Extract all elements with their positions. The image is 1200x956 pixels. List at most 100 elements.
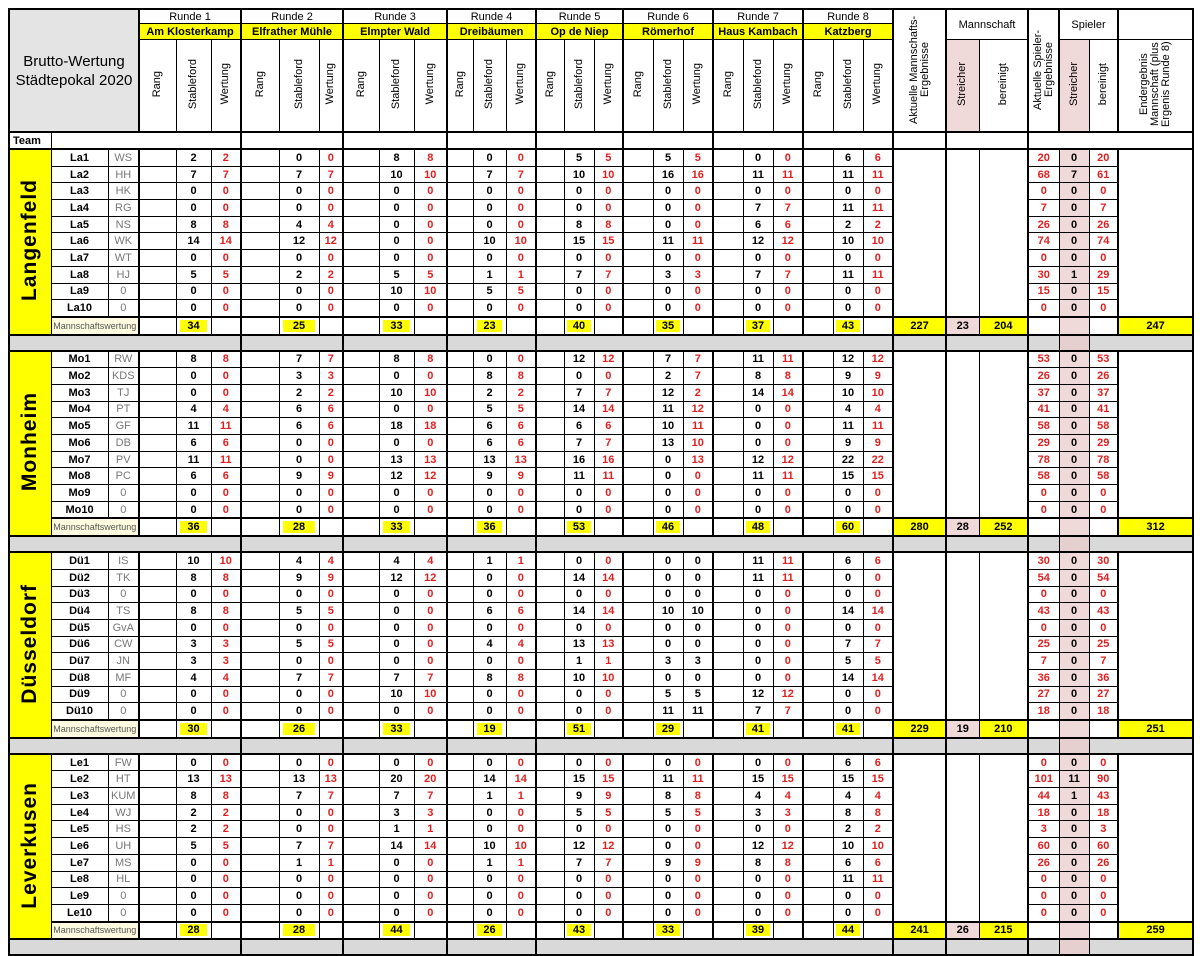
wertung-cell: 13 — [210, 770, 242, 789]
stableford-cell: 0 — [472, 685, 507, 704]
rang-cell — [446, 551, 474, 570]
blank-cell — [772, 920, 804, 940]
rang-header: Rang — [535, 39, 565, 133]
label: Aktuelle Spieler-Ergebnisse — [1031, 28, 1055, 110]
stableford-cell: 5 — [175, 837, 212, 855]
round-total: 36 — [179, 521, 208, 534]
stableford-cell: 0 — [563, 752, 595, 772]
rang-cell — [446, 803, 474, 822]
rang-cell — [535, 232, 565, 251]
player-row: Mo2 KDS 0 0 3 3 0 0 8 8 0 0 2 7 8 8 9 9 26 0 26 — [9, 367, 1193, 385]
player-code: Mo1 — [50, 349, 109, 369]
spieler-streicher-cell: 0 — [1058, 349, 1090, 369]
spieler-aktuell-cell: 41 — [1027, 400, 1060, 419]
spieler-aktuell-cell: 0 — [1027, 618, 1060, 637]
separator — [1027, 333, 1060, 352]
rang-cell — [240, 719, 280, 739]
cell — [240, 131, 344, 150]
wertung-cell: 0 — [210, 685, 242, 704]
stableford-cell: 0 — [175, 618, 212, 637]
stableford-cell: 0 — [472, 903, 507, 923]
label: Wertung — [781, 63, 794, 105]
player-initials: HT — [107, 770, 140, 789]
stableford-cell: 9 — [652, 853, 684, 872]
wertung-cell: 5 — [593, 803, 624, 822]
rang-cell — [535, 165, 565, 184]
separator — [342, 736, 448, 755]
player-code: La2 — [50, 165, 109, 184]
rang-cell — [342, 517, 380, 537]
player-code: Le6 — [50, 837, 109, 855]
wertung-cell: 5 — [413, 265, 448, 284]
wertung-cell: 0 — [210, 484, 242, 502]
player-code: Mo5 — [50, 417, 109, 435]
player-code: Le7 — [50, 853, 109, 872]
stableford-cell: 14 — [378, 837, 415, 855]
rang-cell — [138, 618, 177, 637]
wertung-cell: 12 — [593, 349, 624, 369]
stableford-cell: 7 — [742, 199, 774, 217]
spieler-streicher-cell: 0 — [1058, 282, 1090, 301]
wertung-cell: 0 — [210, 249, 242, 267]
wertung-cell: 8 — [210, 349, 242, 369]
stableford-cell: 0 — [742, 820, 774, 839]
wertung-cell: 12 — [772, 837, 804, 855]
wertung-cell: 6 — [505, 434, 537, 452]
stableford-cell: 12 — [378, 467, 415, 486]
rang-cell — [446, 215, 474, 234]
stableford-cell: 4 — [472, 635, 507, 654]
rang-cell — [240, 668, 280, 687]
rang-cell — [802, 383, 834, 402]
wertung-cell: 9 — [862, 367, 894, 385]
round-total-cell: 36 — [472, 517, 507, 537]
round-total: 35 — [656, 319, 680, 332]
wertung-cell: 10 — [862, 837, 894, 855]
wertung-cell: 2 — [210, 820, 242, 839]
player-initials: PV — [107, 450, 140, 469]
stableford-header: Stableford — [742, 39, 774, 133]
wertung-cell: 0 — [862, 568, 894, 587]
spieler-streicher-cell: 0 — [1058, 199, 1090, 217]
round-total: 33 — [382, 722, 411, 735]
rang-cell — [240, 265, 280, 284]
wertung-cell: 10 — [413, 685, 448, 704]
player-initials: PT — [107, 400, 140, 419]
rang-cell — [240, 585, 280, 604]
stableford-cell: 7 — [278, 165, 320, 184]
mannschaft-bereinigt-cell — [978, 551, 1029, 721]
rang-cell — [535, 602, 565, 620]
wertung-cell: 1 — [593, 652, 624, 670]
rang-cell — [712, 165, 744, 184]
rang-cell — [342, 820, 380, 839]
wertung-cell: 0 — [318, 199, 344, 217]
wertung-cell: 0 — [772, 870, 804, 889]
rang-cell — [712, 903, 744, 923]
spieler-streicher-cell: 0 — [1058, 887, 1090, 905]
wertung-cell: 0 — [862, 500, 894, 519]
player-initials: TJ — [107, 383, 140, 402]
player-code: Le2 — [50, 770, 109, 789]
wertung-cell: 10 — [682, 602, 714, 620]
stableford-cell: 0 — [378, 434, 415, 452]
wertung-cell: 0 — [682, 618, 714, 637]
wertung-cell: 14 — [413, 837, 448, 855]
stableford-cell: 0 — [652, 484, 684, 502]
wertung-cell: 10 — [862, 383, 894, 402]
wertung-cell: 0 — [505, 820, 537, 839]
wertung-cell: 0 — [772, 147, 804, 167]
wertung-cell: 9 — [318, 467, 344, 486]
rang-cell — [240, 920, 280, 940]
blank-cell — [1027, 517, 1060, 537]
rang-cell — [712, 702, 744, 721]
stableford-cell: 11 — [652, 770, 684, 789]
wertung-cell: 6 — [318, 417, 344, 435]
wertung-cell: 8 — [505, 668, 537, 687]
stableford-cell: 12 — [563, 837, 595, 855]
wertung-cell: 14 — [862, 668, 894, 687]
rang-cell — [138, 820, 177, 839]
wertung-cell: 10 — [413, 383, 448, 402]
player-initials: RW — [107, 349, 140, 369]
wertung-cell: 0 — [682, 500, 714, 519]
spieler-bereinigt-cell: 7 — [1088, 199, 1119, 217]
stableford-cell: 0 — [652, 752, 684, 772]
